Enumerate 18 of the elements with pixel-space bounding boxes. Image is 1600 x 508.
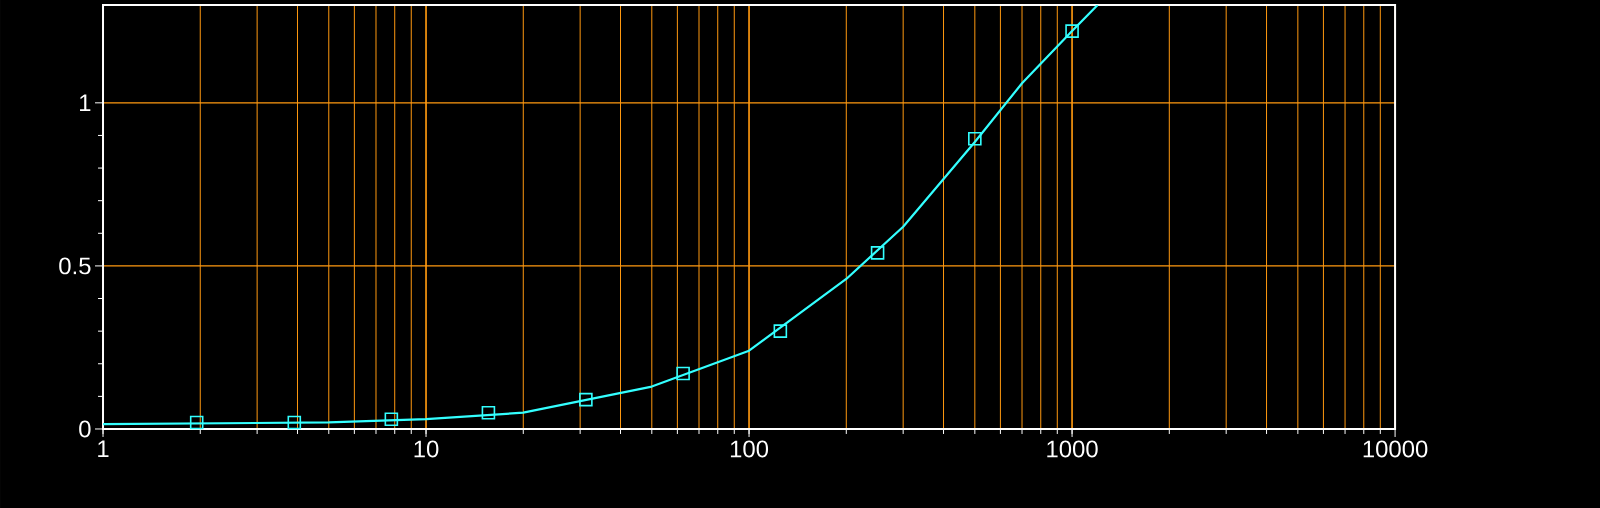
x-tick-label: 10	[414, 440, 439, 458]
point	[1065, 24, 1079, 38]
point	[968, 131, 982, 146]
point	[773, 324, 788, 338]
x-tick-label: 100	[730, 440, 769, 458]
point	[481, 405, 496, 420]
point	[189, 415, 204, 430]
y-tick-label: 1	[80, 94, 91, 112]
x-tick-label: 10000	[1363, 440, 1428, 458]
point	[870, 246, 885, 260]
point	[384, 412, 399, 426]
y-tick-label: 0.5	[59, 257, 91, 275]
point	[676, 366, 690, 381]
x-tick-label: 1000	[1047, 440, 1098, 458]
y-tick-label: 0	[79, 420, 91, 438]
point	[579, 392, 593, 407]
x-tick-label: 1	[98, 440, 109, 457]
point	[287, 415, 302, 430]
